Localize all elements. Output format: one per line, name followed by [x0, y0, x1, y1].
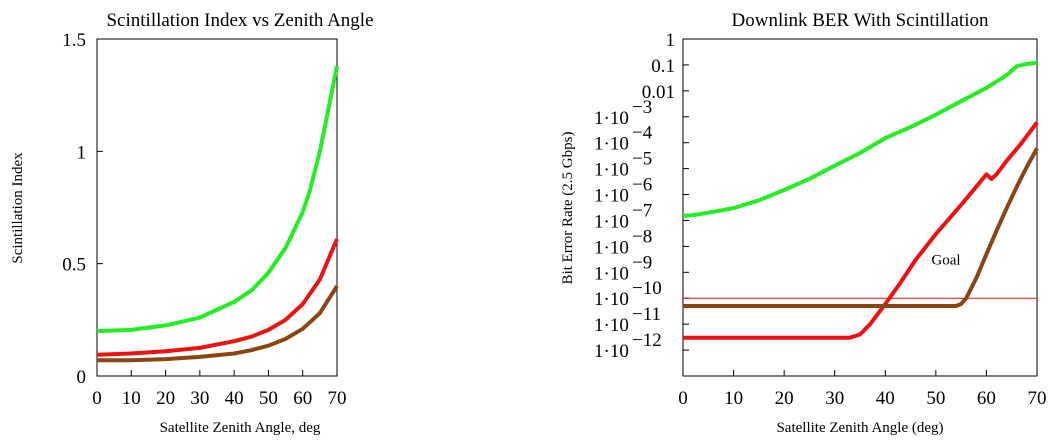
- y-axis-ticks: 10.10.011·10−31·10−41·10−51·10−61·10−71·…: [594, 30, 689, 362]
- x-tick-label: 20: [156, 388, 175, 409]
- y-tick-label: 0.5: [62, 255, 86, 276]
- y-tick-label: 1·10−5: [594, 149, 652, 181]
- x-tick-label: 60: [293, 388, 312, 409]
- x-tick-label: 50: [259, 388, 278, 409]
- y-tick-label-base: 0.1: [651, 56, 675, 77]
- y-tick-label: 1·10−4: [594, 123, 653, 155]
- y-tick-label: 1·10−12: [594, 330, 662, 362]
- y-tick-label-base: 1·10: [594, 341, 629, 362]
- x-tick-label: 50: [926, 388, 945, 409]
- x-tick-label: 70: [328, 388, 347, 409]
- x-tick-label: 10: [122, 388, 141, 409]
- y-tick-label: 1·10−9: [594, 252, 652, 284]
- x-tick-label: 60: [977, 388, 996, 409]
- y-tick-label: 1·10−7: [594, 200, 652, 232]
- series-lines: [682, 60, 1039, 340]
- chart-title: Downlink BER With Scintillation: [732, 10, 989, 31]
- series-line-1: [682, 60, 1038, 218]
- series-line-3: [683, 147, 1039, 308]
- x-tick-label: 20: [775, 388, 794, 409]
- series-line-1: [96, 65, 339, 334]
- x-tick-label: 0: [92, 388, 102, 409]
- y-tick-label-base: 1·10: [594, 211, 629, 232]
- y-tick-label-exponent: −6: [632, 175, 652, 196]
- y-tick-label-exponent: −4: [632, 123, 653, 144]
- y-tick-label: 0.1: [651, 56, 675, 77]
- series-line-2: [96, 238, 339, 357]
- x-tick-label: 30: [190, 388, 209, 409]
- chart-scintillation-index: Scintillation Index vs Zenith Angle 0 10 2…: [10, 10, 374, 436]
- chart-downlink-ber: Downlink BER With Scintillation 0 10 20 30 4…: [560, 10, 1047, 436]
- plot-frame: [96, 38, 338, 377]
- series-line-2: [683, 121, 1039, 340]
- x-tick-label: 70: [1028, 388, 1047, 409]
- x-axis-label: Satellite Zenith Angle, deg: [160, 420, 321, 436]
- y-tick-label: 1: [77, 142, 87, 163]
- y-tick-label-base: 0.01: [642, 82, 675, 103]
- y-tick-label-exponent: −5: [632, 149, 652, 170]
- y-tick-label-exponent: −12: [632, 330, 662, 351]
- y-tick-label-base: 1·10: [594, 108, 629, 129]
- y-tick-label: 1·10−6: [594, 175, 652, 207]
- y-tick-label: 1: [666, 30, 676, 51]
- series-lines: [96, 65, 339, 363]
- x-tick-label: 10: [724, 388, 743, 409]
- chart-title: Scintillation Index vs Zenith Angle: [106, 10, 373, 31]
- y-tick-label: 0: [77, 367, 87, 388]
- goal-annotation: Goal: [931, 253, 960, 269]
- y-tick-label-base: 1·10: [594, 160, 629, 181]
- y-tick-label: 1·10−11: [594, 304, 661, 336]
- y-tick-label: 1·10−10: [594, 278, 662, 310]
- y-tick-label: 1·10−8: [594, 226, 652, 258]
- x-axis-label: Satellite Zenith Angle (deg): [776, 420, 943, 436]
- x-tick-label: 30: [825, 388, 844, 409]
- y-tick-label-exponent: −3: [632, 97, 652, 118]
- y-tick-label-base: 1·10: [594, 289, 629, 310]
- y-tick-label-exponent: −11: [632, 304, 661, 325]
- y-tick-label-exponent: −10: [632, 278, 662, 299]
- y-tick-label-base: 1·10: [594, 134, 629, 155]
- plot-frame: [682, 38, 1038, 377]
- y-axis-ticks: 0 0.5 1 1.5: [62, 30, 103, 388]
- y-tick-label-base: 1·10: [594, 263, 629, 284]
- y-tick-label-exponent: −8: [632, 226, 652, 247]
- y-tick-label: 0.01: [642, 82, 675, 103]
- y-tick-label-base: 1·10: [594, 237, 629, 258]
- y-tick-label: 1·10−3: [594, 97, 652, 129]
- y-tick-label-base: 1: [666, 30, 676, 51]
- series-line-3: [97, 285, 339, 363]
- x-tick-label: 40: [225, 388, 244, 409]
- x-tick-label: 0: [678, 388, 688, 409]
- y-tick-label-base: 1·10: [594, 186, 629, 207]
- y-axis-label: Scintillation Index: [10, 152, 26, 264]
- x-axis-ticks: 0 10 20 30 40 50 60 70: [92, 370, 347, 409]
- y-tick-label-exponent: −7: [632, 200, 652, 221]
- y-axis-label: Bit Error Rate (2.5 Gbps): [560, 132, 576, 285]
- x-tick-label: 40: [876, 388, 895, 409]
- y-tick-label-exponent: −9: [632, 252, 652, 273]
- x-axis-ticks: 0 10 20 30 40 50 60 70: [678, 370, 1047, 409]
- y-tick-label-base: 1·10: [594, 315, 629, 336]
- y-tick-label: 1.5: [62, 30, 86, 51]
